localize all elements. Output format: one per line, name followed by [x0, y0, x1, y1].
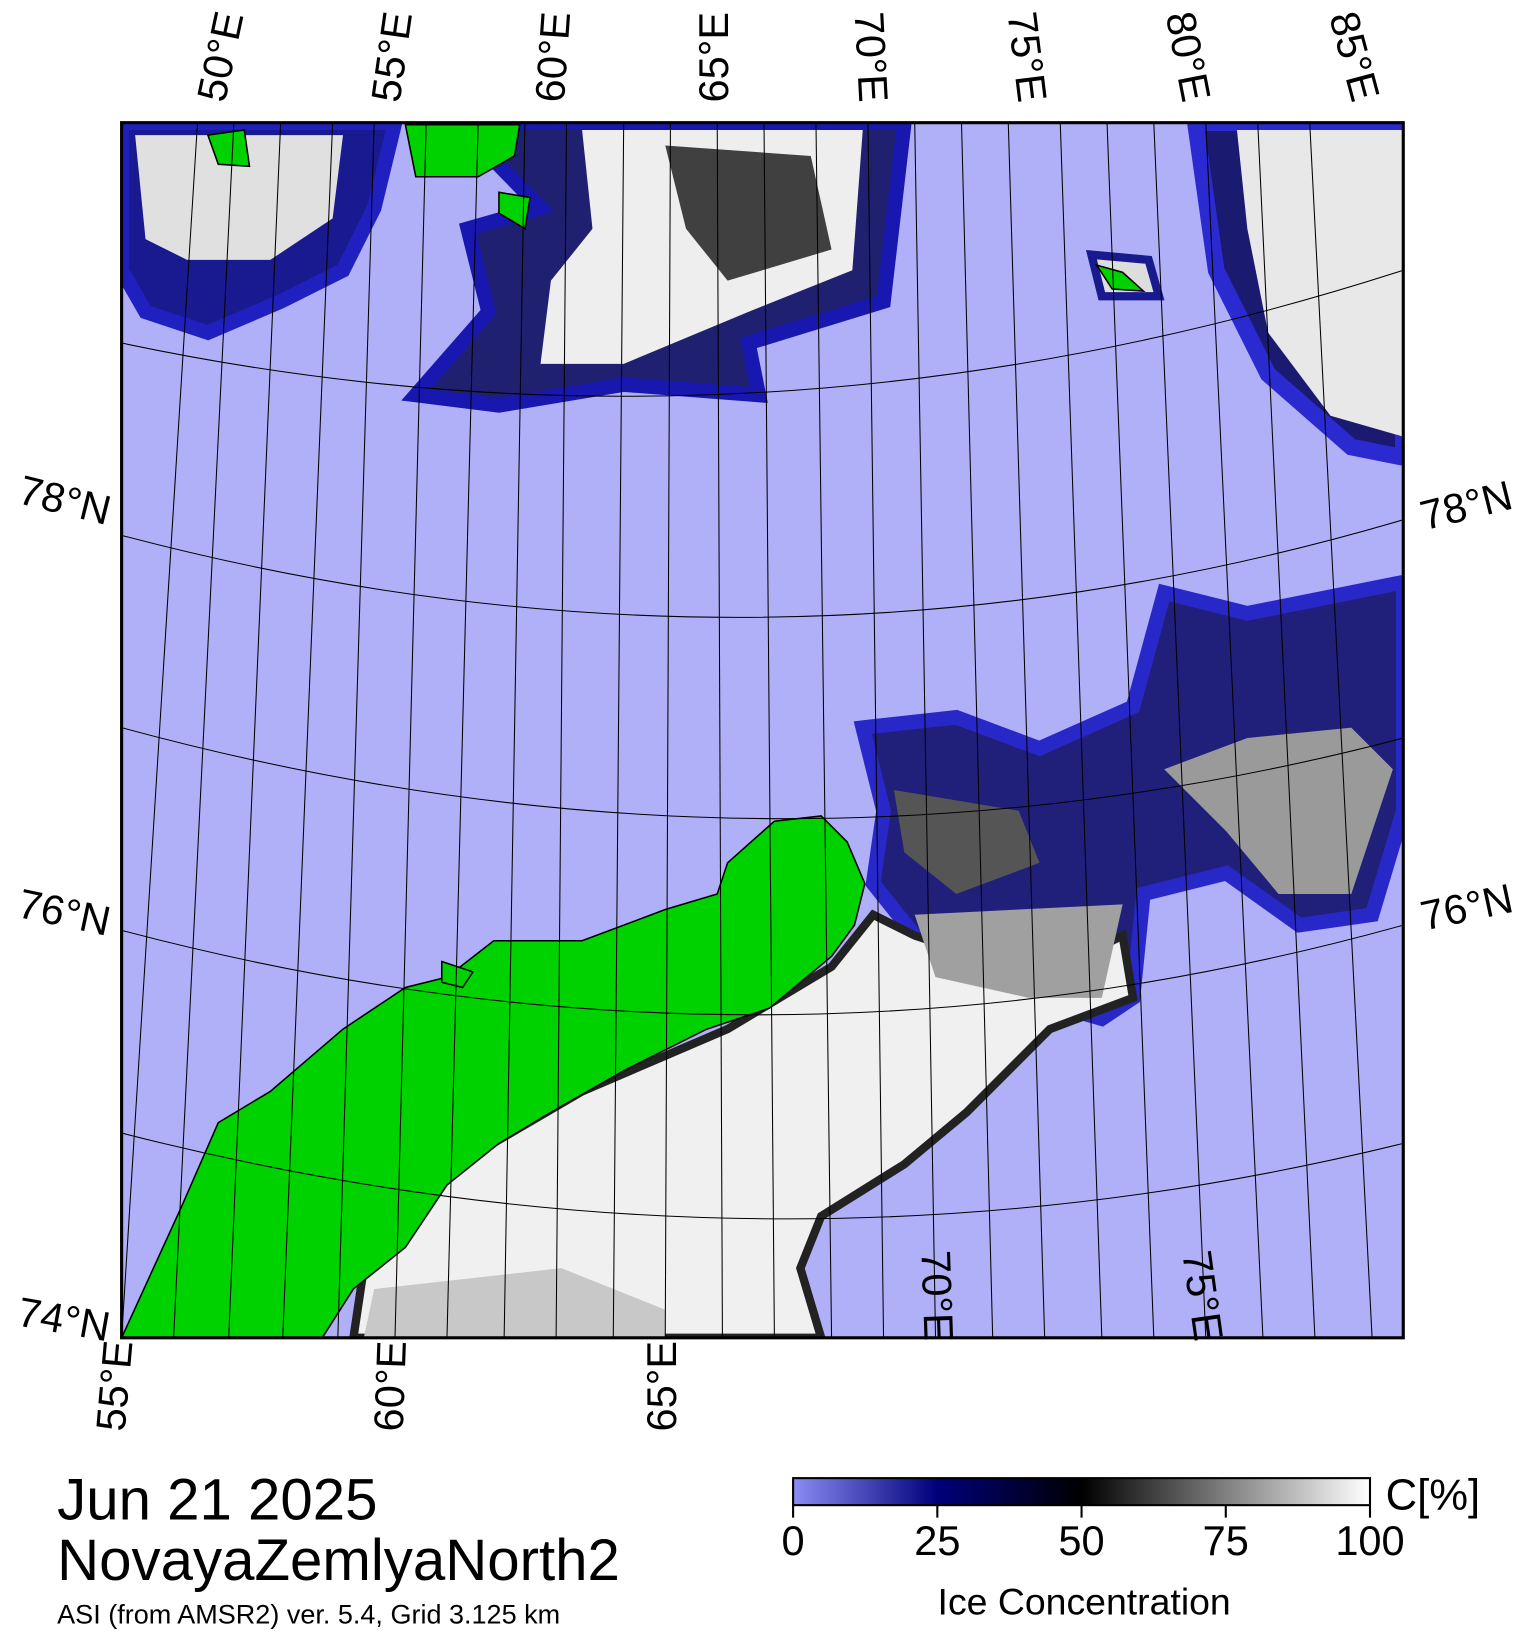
- colorbar: [792, 1477, 1372, 1507]
- axis-label: 70°E: [912, 1249, 962, 1341]
- map-frame: [120, 121, 1405, 1340]
- colorbar-unit: C[%]: [1386, 1470, 1481, 1519]
- colorbar-tick-label: 25: [914, 1517, 960, 1564]
- axis-label: 85°E: [1320, 6, 1389, 106]
- axis-label: 65°E: [690, 12, 737, 103]
- axis-label: 50°E: [188, 7, 253, 105]
- axis-label: 60°E: [365, 1340, 415, 1432]
- colorbar-tick-label: 100: [1335, 1517, 1404, 1564]
- axis-label: 76°N: [14, 879, 115, 944]
- colorbar-tick-label: 0: [782, 1517, 805, 1564]
- colorbar-tick-label: 50: [1058, 1517, 1104, 1564]
- axis-label: 55°E: [362, 9, 421, 105]
- axis-label: 74°N: [14, 1288, 114, 1350]
- axis-label: 65°E: [638, 1341, 685, 1432]
- axis-label: 75°E: [999, 9, 1057, 105]
- colorbar-title: Ice Concentration: [938, 1580, 1231, 1622]
- colorbar-tick-label: 75: [1203, 1517, 1249, 1564]
- axis-label: 78°N: [14, 466, 115, 534]
- data-note: ASI (from AMSR2) ver. 5.4, Grid 3.125 km: [57, 1600, 560, 1630]
- land: [121, 123, 1146, 1338]
- axis-label: 78°N: [1415, 471, 1516, 539]
- date: Jun 21 2025: [57, 1468, 377, 1533]
- axis-label: 55°E: [87, 1339, 142, 1433]
- sea-ice: [121, 122, 1404, 1338]
- axis-label: 76°N: [1416, 874, 1517, 939]
- axis-label: 60°E: [526, 10, 579, 104]
- graticule: [121, 122, 1404, 1338]
- axis-label: 70°E: [846, 11, 898, 104]
- map-area: [121, 122, 1404, 1338]
- axis-label: 80°E: [1157, 8, 1220, 106]
- region-name: NovayaZemlyaNorth2: [57, 1528, 620, 1593]
